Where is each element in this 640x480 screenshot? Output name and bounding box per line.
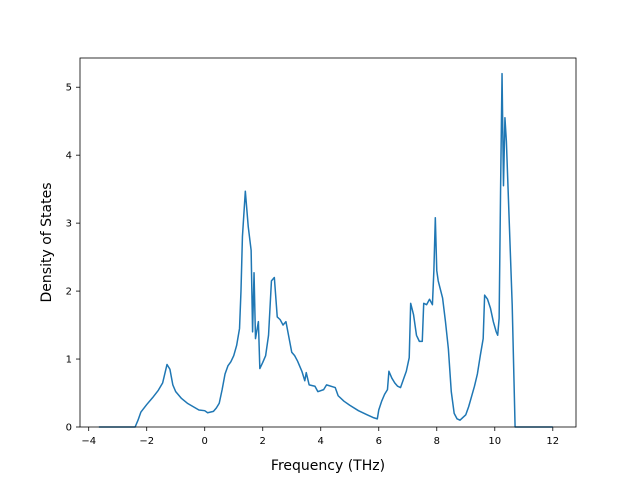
x-tick-label: 8 (434, 436, 440, 447)
x-tick-label: −2 (139, 436, 154, 447)
y-axis-ticks: 0 1 2 3 4 5 (66, 83, 80, 434)
x-tick-label: 4 (318, 436, 324, 447)
x-axis-label: Frequency (THz) (271, 458, 385, 474)
plot-frame (79, 57, 577, 428)
y-tick-label: 2 (66, 287, 72, 298)
y-tick-label: 0 (66, 423, 72, 434)
y-axis-label: Density of States (39, 183, 55, 303)
x-tick-label: 6 (376, 436, 382, 447)
x-tick-label: 0 (202, 436, 208, 447)
y-tick-label: 4 (66, 151, 72, 162)
x-tick-label: −4 (81, 436, 96, 447)
plot-area (80, 58, 576, 427)
x-tick-label: 10 (488, 436, 501, 447)
x-axis-ticks: −4 −2 0 2 4 6 8 10 12 (81, 427, 559, 447)
y-tick-label: 5 (66, 83, 72, 94)
x-tick-label: 12 (546, 436, 559, 447)
dos-series-line (98, 72, 553, 428)
y-tick-label: 3 (66, 219, 72, 230)
x-tick-label: 2 (260, 436, 266, 447)
y-tick-label: 1 (66, 355, 72, 366)
